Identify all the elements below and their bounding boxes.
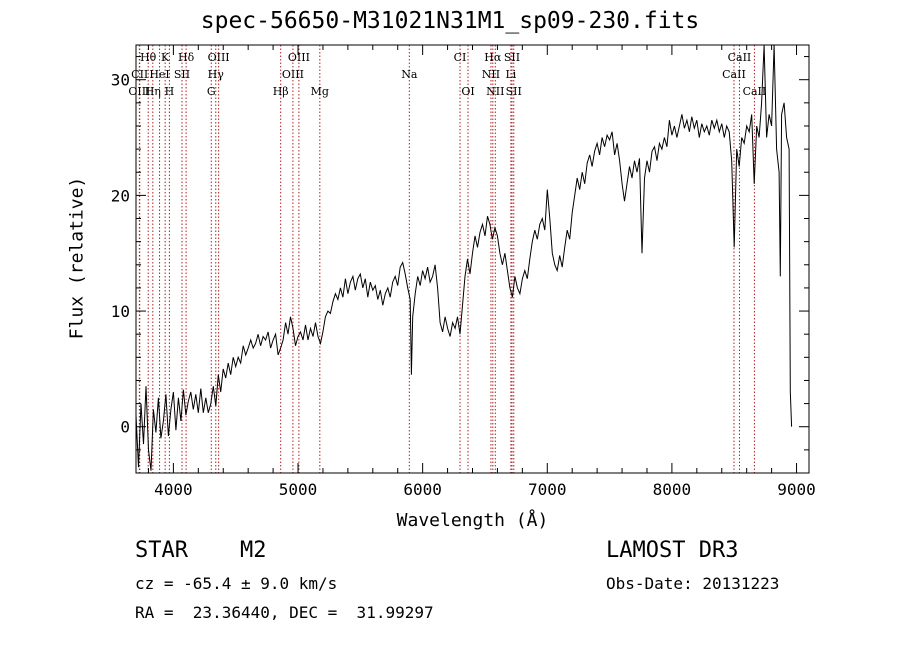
x-tick-label-1: 5000 [279, 480, 318, 499]
marker-label-5: CI [454, 51, 467, 64]
marker-label-21: G [207, 85, 216, 98]
marker-label-25: NII [486, 85, 504, 98]
marker-label-14: Na [401, 68, 418, 81]
marker-label-13: OIII [282, 68, 304, 81]
x-axis-label: Wavelength (Å) [396, 510, 549, 531]
marker-label-16: Li [505, 68, 516, 81]
plot-frame [135, 44, 810, 474]
spectral-line-markers [138, 45, 755, 473]
y-tick-label-1: 10 [111, 302, 130, 321]
y-tick-label-2: 20 [111, 186, 130, 205]
marker-label-11: SII [174, 68, 190, 81]
marker-label-6: Hα [484, 51, 502, 64]
x-tick-label-3: 7000 [528, 480, 567, 499]
x-tick-label-5: 9000 [777, 480, 816, 499]
object-subclass: M2 [240, 538, 267, 563]
x-tick-label-0: 4000 [154, 480, 193, 499]
coordinates: RA = 23.36440, DEC = 31.99297 [135, 603, 434, 622]
marker-label-15: NII [482, 68, 500, 81]
marker-label-19: Hη [145, 85, 161, 98]
spectrum-line [135, 44, 793, 471]
marker-label-26: SII [506, 85, 522, 98]
marker-label-20: H [165, 85, 175, 98]
marker-label-22: Hβ [273, 85, 289, 98]
marker-label-9: CII [131, 68, 148, 81]
x-tick-label-2: 6000 [403, 480, 442, 499]
marker-label-17: CaII [722, 68, 746, 81]
marker-label-3: OIII [208, 51, 230, 64]
marker-label-24: OI [461, 85, 474, 98]
y-tick-label-0: 0 [120, 418, 130, 437]
object-type: STAR [135, 538, 188, 563]
marker-label-2: Hδ [178, 51, 195, 64]
marker-label-27: CaII [743, 85, 767, 98]
marker-label-18: OIII [128, 85, 150, 98]
axis-ticks: 4000 5000 6000 7000 8000 9000 0 10 20 30 [111, 45, 816, 499]
marker-label-7: SII [504, 51, 520, 64]
marker-label-0: Hθ [140, 51, 157, 64]
observation-date: Obs-Date: 20131223 [606, 574, 780, 593]
y-tick-label-3: 30 [111, 71, 130, 90]
y-axis-label: Flux (relative) [66, 176, 88, 340]
marker-label-8: CaII [728, 51, 752, 64]
marker-label-23: Mg [311, 85, 329, 98]
chart-title: spec-56650-M31021N31M1_sp09-230.fits [200, 8, 700, 34]
redshift-velocity: cz = -65.4 ± 9.0 km/s [135, 574, 338, 593]
survey-name: LAMOST DR3 [606, 538, 739, 563]
marker-label-4: OIII [288, 51, 310, 64]
x-tick-label-4: 8000 [653, 480, 692, 499]
marker-label-10: HeI [149, 68, 169, 81]
marker-label-12: Hγ [208, 68, 225, 81]
marker-label-1: K [161, 51, 170, 64]
